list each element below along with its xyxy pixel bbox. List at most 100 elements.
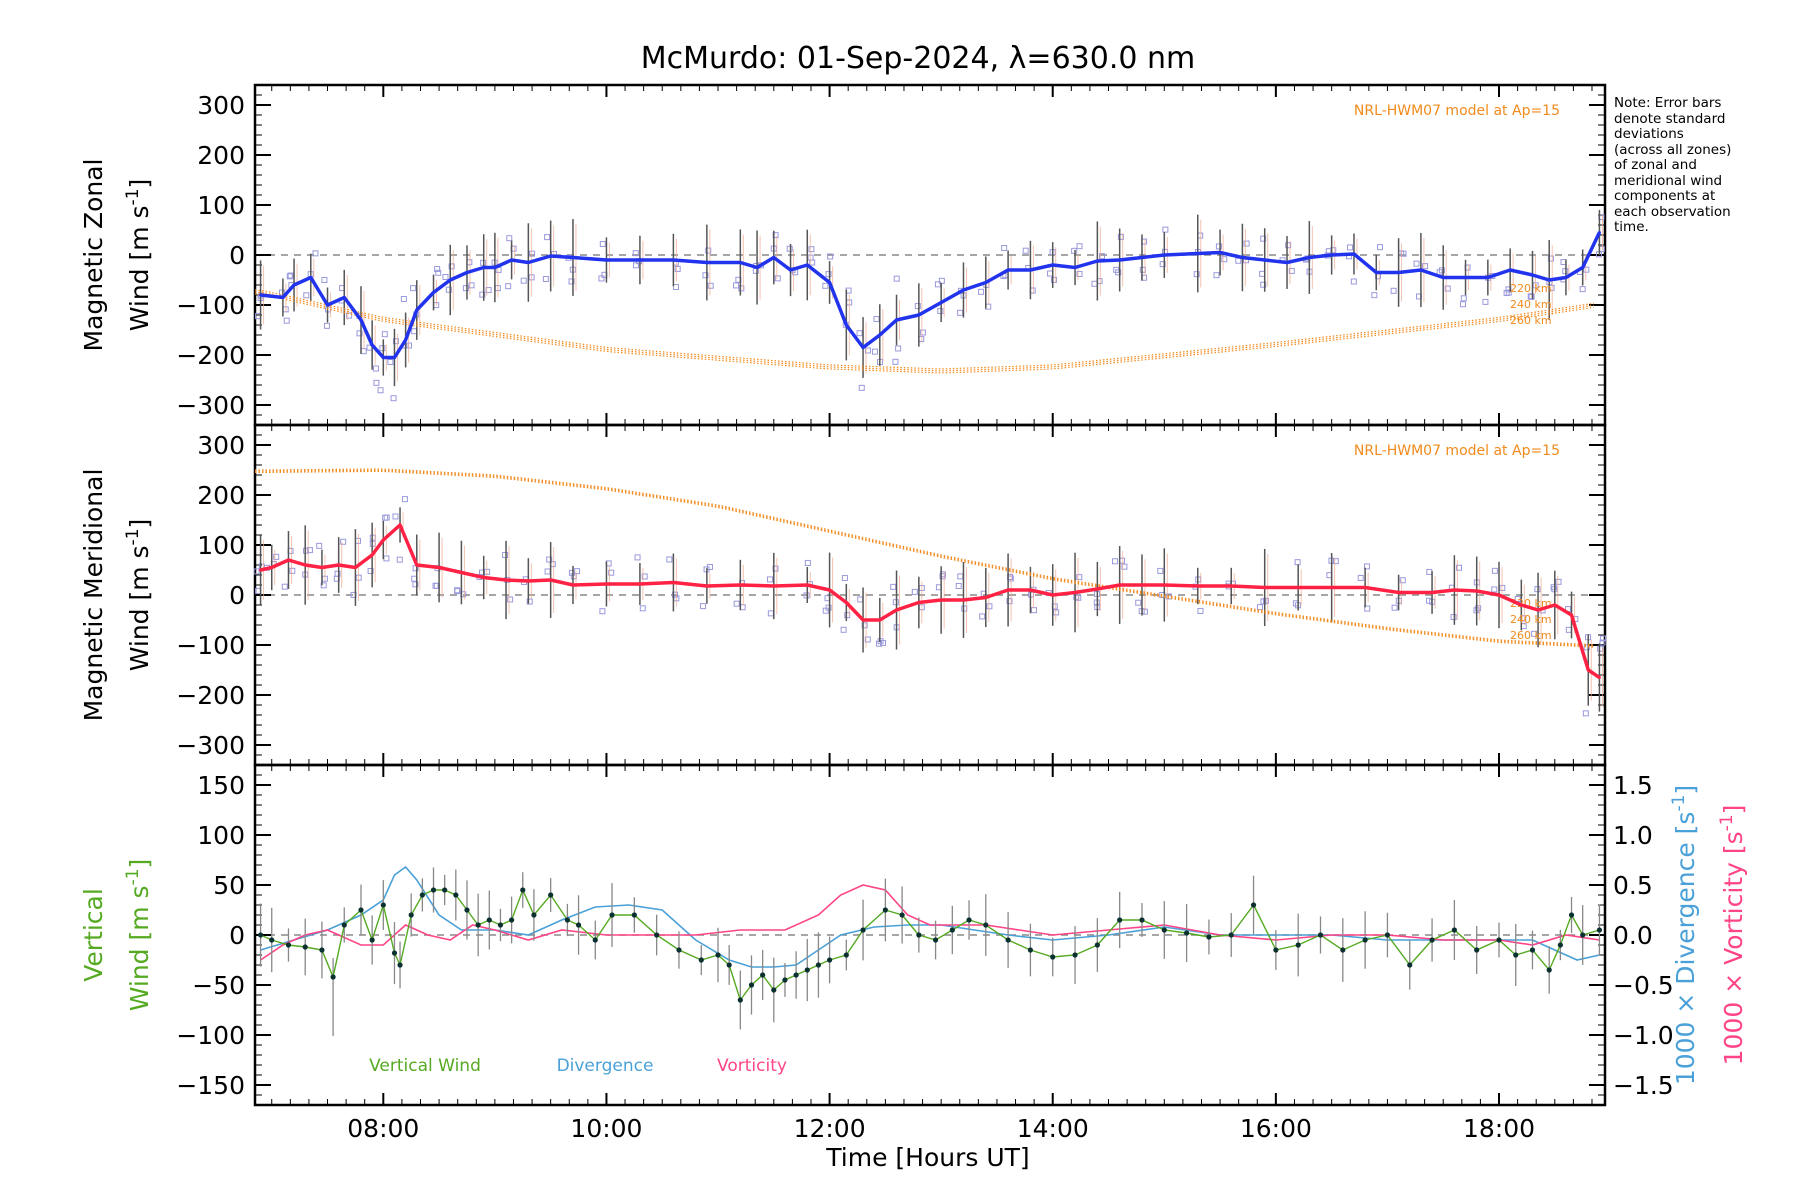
- vertical-wind-point: [358, 907, 364, 913]
- zone-point: [1599, 635, 1606, 642]
- zone-point: [356, 330, 363, 337]
- zone-point: [774, 275, 781, 282]
- y2-label-vorticity: 1000 × Vorticity [s-1]: [1717, 805, 1748, 1066]
- zone-point: [893, 275, 900, 282]
- wind-point: [359, 318, 363, 322]
- wind-point: [1330, 586, 1334, 589]
- zone-point: [825, 271, 832, 278]
- wind-point: [1240, 256, 1244, 259]
- note-line: of zonal and: [1614, 157, 1697, 173]
- wind-point: [493, 266, 497, 269]
- zone-point: [890, 583, 897, 590]
- zone-point: [1006, 598, 1013, 605]
- zone-point: [822, 282, 829, 289]
- vertical-wind-point: [1005, 937, 1011, 943]
- zone-point: [448, 263, 455, 270]
- zone-point: [445, 286, 452, 293]
- x-axis-label: Time [Hours UT]: [825, 1143, 1029, 1172]
- vertical-wind-point: [949, 927, 955, 933]
- wind-point: [1508, 268, 1512, 272]
- zone-point: [937, 308, 944, 315]
- zone-point: [705, 247, 712, 254]
- vertical-wind-point: [804, 967, 810, 973]
- wind-point: [917, 313, 921, 317]
- y-tick-label: 0: [229, 581, 245, 610]
- vertical-wind-point: [419, 892, 425, 898]
- zone-point: [526, 598, 533, 605]
- zone-point: [283, 317, 290, 324]
- zone-points: [253, 496, 1606, 717]
- vertical-wind-point: [860, 927, 866, 933]
- vertical-wind-point: [391, 950, 398, 956]
- zone-point: [1243, 240, 1250, 247]
- zone-point: [861, 622, 868, 629]
- vertical-wind-point: [815, 962, 822, 968]
- zone-point: [410, 285, 417, 292]
- wind-point: [961, 598, 965, 602]
- zone-point: [568, 569, 575, 576]
- zone-point: [827, 253, 834, 260]
- zone-point: [1599, 639, 1606, 646]
- zone-point: [1076, 243, 1083, 250]
- zone-point: [1399, 577, 1406, 584]
- zone-point: [412, 581, 419, 588]
- y-tick-label: −300: [176, 731, 245, 760]
- wind-point: [459, 571, 463, 574]
- y-tick-label: 50: [213, 871, 245, 900]
- zone-point: [1527, 293, 1534, 300]
- zone-point: [825, 604, 832, 611]
- wind-point: [939, 598, 943, 602]
- zone-point: [390, 395, 397, 402]
- zone-point: [1135, 599, 1142, 606]
- wind-point: [1586, 668, 1590, 672]
- wind-point: [1028, 268, 1032, 272]
- wind-point: [895, 608, 899, 612]
- zone-point: [281, 583, 288, 590]
- zone-point: [1259, 270, 1266, 277]
- vertical-wind-point: [966, 917, 972, 923]
- note-line: time.: [1614, 219, 1649, 235]
- wind-point: [789, 268, 793, 272]
- wind-point: [1497, 593, 1501, 597]
- y-axis-label-line2: Wind [m s-1]: [123, 179, 154, 332]
- zone-point: [1391, 604, 1398, 611]
- zone-point: [544, 568, 551, 575]
- vertical-wind-point: [1340, 947, 1346, 953]
- vertical-wind-point: [564, 917, 570, 923]
- zone-point: [700, 603, 707, 610]
- wind-point: [1118, 258, 1122, 262]
- vertical-wind-point: [631, 912, 637, 918]
- wind-point: [1564, 276, 1568, 279]
- altitude-label: 220 km: [1510, 597, 1552, 610]
- legend-entry: Vertical Wind: [369, 1056, 481, 1076]
- wind-point: [895, 318, 899, 322]
- vertical-wind-point: [369, 937, 375, 943]
- zone-point: [1491, 586, 1498, 593]
- wind-point: [984, 281, 988, 284]
- vertical-wind-point: [1474, 947, 1480, 953]
- vertical-wind-point: [1557, 942, 1563, 948]
- zone-point: [542, 276, 549, 283]
- vertical-wind-point: [1407, 962, 1413, 968]
- zone-point: [289, 567, 296, 574]
- wind-point: [1553, 603, 1557, 607]
- zone-point: [1235, 257, 1242, 264]
- vertical-wind-point: [882, 907, 888, 913]
- wind-point: [292, 283, 296, 287]
- zone-point: [1260, 281, 1267, 288]
- zone-point: [1528, 293, 1535, 300]
- zone-point: [1491, 567, 1498, 574]
- y2-tick-label: −1.5: [1613, 1071, 1674, 1100]
- vertical-wind-point: [1295, 942, 1301, 948]
- wind-point: [353, 566, 357, 569]
- zone-point: [707, 282, 714, 289]
- zone-point: [346, 312, 353, 319]
- wind-point: [1285, 261, 1289, 264]
- wind-point: [1330, 253, 1334, 257]
- wind-point: [1570, 613, 1574, 617]
- panel-meridional: −300 −200 −100 0 100 200 300 Magnetic Meridiona…: [79, 423, 1607, 767]
- model-label: NRL-HWM07 model at Ap=15: [1354, 443, 1560, 459]
- zone-point: [772, 565, 779, 572]
- vertical-wind-point: [782, 977, 788, 983]
- zone-point: [379, 345, 386, 352]
